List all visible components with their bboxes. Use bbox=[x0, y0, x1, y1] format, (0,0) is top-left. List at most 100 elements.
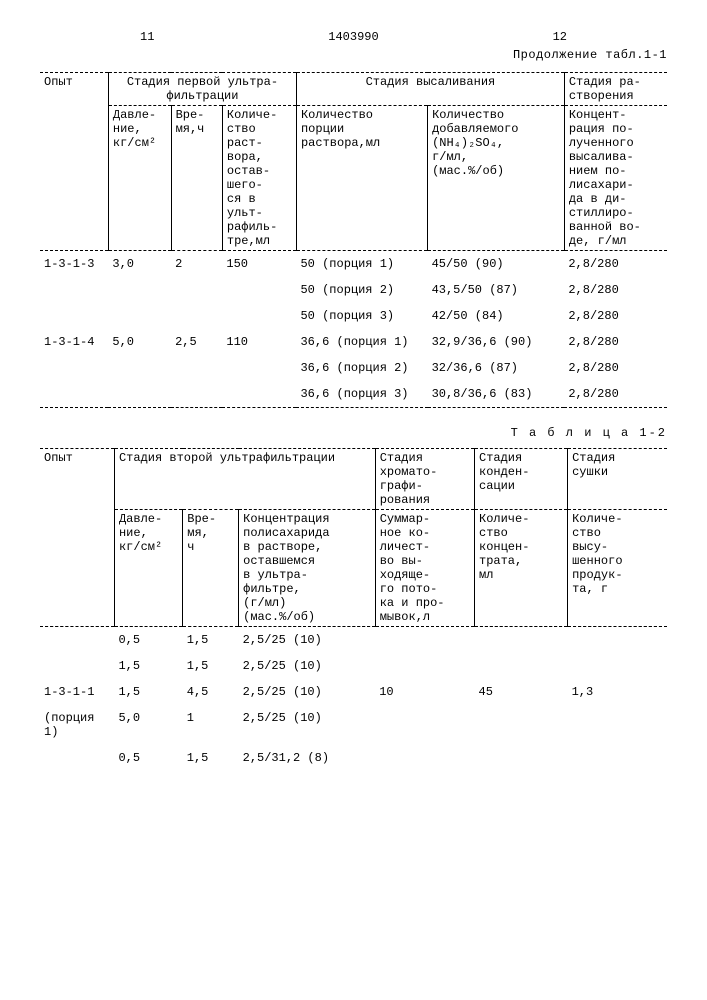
table2-caption: Т а б л и ц а 1-2 bbox=[40, 426, 667, 440]
cell bbox=[375, 653, 474, 679]
page-header: 11 1403990 12 bbox=[40, 30, 667, 44]
table-row: 0,51,52,5/25 (10) bbox=[40, 627, 667, 654]
table-row: 1,51,52,5/25 (10) bbox=[40, 653, 667, 679]
cell: 1,3 bbox=[568, 679, 667, 705]
cell bbox=[568, 627, 667, 654]
cell: 1,5 bbox=[183, 745, 239, 771]
cell: 1-3-1-1 bbox=[40, 679, 114, 705]
cell: 0,5 bbox=[114, 745, 182, 771]
cell: 1,5 bbox=[114, 679, 182, 705]
cell: 2,5/25 (10) bbox=[239, 653, 376, 679]
t1-h-nh4: Количестводобавляемого(NH₄)₂SO₄,г/мл,(ма… bbox=[428, 106, 565, 251]
table-2: Опыт Стадия второй ультрафильтрации Стад… bbox=[40, 448, 667, 771]
table-row: 36,6 (порция 2)32/36,6 (87)2,8/280 bbox=[40, 355, 667, 381]
t1-h-dissolve: Стадия ра-створения bbox=[564, 73, 667, 106]
cell: 0,5 bbox=[114, 627, 182, 654]
cell: 5,0 bbox=[108, 329, 171, 355]
cell: 2,8/280 bbox=[564, 251, 667, 278]
t2-h-opyt: Опыт bbox=[40, 449, 114, 627]
table-row: 1-3-1-33,0215050 (порция 1)45/50 (90)2,8… bbox=[40, 251, 667, 278]
cell: 32,9/36,6 (90) bbox=[428, 329, 565, 355]
cell bbox=[108, 277, 171, 303]
table-row: (порция1)5,012,5/25 (10) bbox=[40, 705, 667, 745]
t2-h-conc: Концентрацияполисахаридав растворе,остав… bbox=[239, 510, 376, 627]
cell: 5,0 bbox=[114, 705, 182, 745]
cell: 45/50 (90) bbox=[428, 251, 565, 278]
t1-h-salting: Стадия высаливания bbox=[296, 73, 564, 106]
table-row: 50 (порция 2)43,5/50 (87)2,8/280 bbox=[40, 277, 667, 303]
table-row: 1-3-1-11,54,52,5/25 (10)10451,3 bbox=[40, 679, 667, 705]
cell: 10 bbox=[375, 679, 474, 705]
cell: 2,8/280 bbox=[564, 329, 667, 355]
cell: 36,6 (порция 2) bbox=[296, 355, 427, 381]
t1-h-stage1: Стадия первой ультра-фильтрации bbox=[108, 73, 296, 106]
cell: 2,8/280 bbox=[564, 303, 667, 329]
cell: 2,5/25 (10) bbox=[239, 679, 376, 705]
cell bbox=[568, 745, 667, 771]
cell: 2,8/280 bbox=[564, 277, 667, 303]
cell bbox=[40, 303, 108, 329]
cell: 42/50 (84) bbox=[428, 303, 565, 329]
cell bbox=[475, 705, 568, 745]
cell bbox=[40, 277, 108, 303]
cell bbox=[475, 653, 568, 679]
cell bbox=[375, 627, 474, 654]
cell bbox=[40, 381, 108, 408]
cell bbox=[171, 277, 222, 303]
table-row: 1-3-1-45,02,511036,6 (порция 1)32,9/36,6… bbox=[40, 329, 667, 355]
cell: 36,6 (порция 1) bbox=[296, 329, 427, 355]
cell: 2,8/280 bbox=[564, 355, 667, 381]
cell: 2,5/25 (10) bbox=[239, 705, 376, 745]
cell bbox=[222, 277, 296, 303]
cell: 2,5/31,2 (8) bbox=[239, 745, 376, 771]
cell: 3,0 bbox=[108, 251, 171, 278]
cell: 4,5 bbox=[183, 679, 239, 705]
t1-h-time: Вре-мя,ч bbox=[171, 106, 222, 251]
t2-h-chrom: Стадияхромато-графи-рования bbox=[375, 449, 474, 510]
cell bbox=[475, 745, 568, 771]
cell bbox=[568, 705, 667, 745]
cell: 1,5 bbox=[114, 653, 182, 679]
cell: 1,5 bbox=[183, 627, 239, 654]
t1-h-opyt: Опыт bbox=[40, 73, 108, 251]
cell bbox=[475, 627, 568, 654]
cell: 36,6 (порция 3) bbox=[296, 381, 427, 408]
t2-h-dry: Стадиясушки bbox=[568, 449, 667, 510]
t2-h-qconc: Количе-ствоконцен-трата,мл bbox=[475, 510, 568, 627]
cell bbox=[108, 381, 171, 408]
cell bbox=[40, 627, 114, 654]
continuation-label: Продолжение табл.1-1 bbox=[40, 48, 667, 62]
cell bbox=[222, 355, 296, 381]
cell: 50 (порция 1) bbox=[296, 251, 427, 278]
cell: 30,8/36,6 (83) bbox=[428, 381, 565, 408]
cell: (порция1) bbox=[40, 705, 114, 745]
cell bbox=[375, 745, 474, 771]
cell: 1,5 bbox=[183, 653, 239, 679]
page-num-right: 12 bbox=[553, 30, 567, 44]
table-row: 0,51,52,5/31,2 (8) bbox=[40, 745, 667, 771]
t1-h-qty-sol: Количе-створаст-вора,остав-шего-ся вульт… bbox=[222, 106, 296, 251]
cell: 2 bbox=[171, 251, 222, 278]
t1-h-pressure: Давле-ние,кг/см² bbox=[108, 106, 171, 251]
t2-h-time: Вре-мя,ч bbox=[183, 510, 239, 627]
cell bbox=[171, 303, 222, 329]
cell bbox=[171, 381, 222, 408]
cell bbox=[108, 303, 171, 329]
cell: 1 bbox=[183, 705, 239, 745]
cell: 150 bbox=[222, 251, 296, 278]
cell: 43,5/50 (87) bbox=[428, 277, 565, 303]
cell bbox=[222, 303, 296, 329]
cell bbox=[222, 381, 296, 408]
cell bbox=[40, 745, 114, 771]
cell: 110 bbox=[222, 329, 296, 355]
t2-h-pressure: Давле-ние,кг/см² bbox=[114, 510, 182, 627]
t2-h-sum: Суммар-ное ко-личест-во вы-ходяще-го пот… bbox=[375, 510, 474, 627]
table-row: 36,6 (порция 3)30,8/36,6 (83)2,8/280 bbox=[40, 381, 667, 408]
t1-h-conc: Концент-рация по-лученноговысалива-нием … bbox=[564, 106, 667, 251]
cell bbox=[171, 355, 222, 381]
cell: 50 (порция 2) bbox=[296, 277, 427, 303]
cell: 50 (порция 3) bbox=[296, 303, 427, 329]
cell: 2,8/280 bbox=[564, 381, 667, 408]
t2-h-cond: Стадияконден-сации bbox=[475, 449, 568, 510]
cell bbox=[40, 653, 114, 679]
